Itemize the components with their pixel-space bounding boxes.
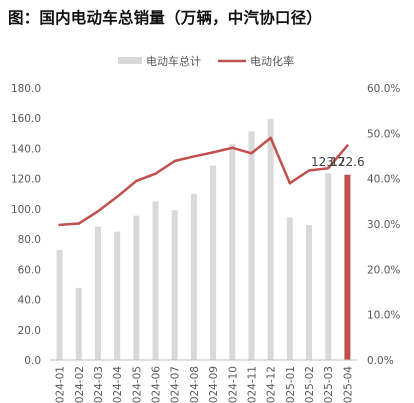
bar-series (56, 118, 351, 360)
rate-point-024-12 (269, 136, 272, 140)
x-tick-label-024-04: 024-04 (112, 366, 124, 403)
bar-024-09 (210, 165, 217, 360)
bar-024-07 (171, 210, 178, 360)
bar-024-01 (56, 249, 63, 360)
x-tick-label-025-04: 025-04 (342, 366, 354, 403)
x-tick-label-024-05: 024-05 (131, 366, 143, 403)
x-tick-label-024-02: 024-02 (74, 366, 86, 403)
bar-024-05 (133, 215, 140, 360)
y-right-tick-10.0%: 10.0% (367, 310, 400, 322)
y-left-tick-0.0: 0.0 (24, 355, 41, 367)
rate-point-024-08 (192, 155, 196, 158)
legend: 电动车总计 电动化率 (118, 54, 294, 68)
x-tick-label-025-01: 025-01 (285, 366, 297, 403)
x-tick-label-024-07: 024-07 (170, 366, 182, 403)
legend-label-total-sales: 电动车总计 (146, 54, 201, 68)
x-tick-label-024-08: 024-08 (189, 366, 201, 403)
x-tick-label-025-03: 025-03 (323, 366, 335, 403)
rate-point-025-04 (346, 144, 349, 147)
data-label-025-04: 122.6 (330, 155, 364, 169)
y-left-tick-20.0: 20.0 (18, 325, 41, 337)
rate-point-024-10 (231, 146, 234, 150)
y-right-tick-30.0%: 30.0% (367, 219, 400, 231)
bar-025-04 (344, 174, 351, 360)
y-axis-left: 0.0 20.0 40.0 60.0 80.0 100.0 120.0 140.0 160.0 1… (11, 83, 41, 367)
bar-025-02 (306, 225, 313, 360)
rate-point-024-07 (173, 159, 176, 163)
bar-024-06 (152, 201, 159, 360)
electrification-rate-line (58, 136, 349, 227)
x-tick-label-024-03: 024-03 (93, 366, 105, 403)
rate-point-024-09 (211, 151, 215, 154)
rate-point-024-02 (77, 222, 80, 225)
x-tick-label-024-06: 024-06 (151, 366, 163, 403)
bar-024-02 (75, 287, 82, 360)
x-tick-label-024-10: 024-10 (227, 366, 239, 403)
y-right-tick-20.0%: 20.0% (367, 264, 400, 276)
y-right-tick-40.0%: 40.0% (367, 174, 400, 186)
y-left-tick-120.0: 120.0 (11, 174, 41, 186)
bar-024-08 (190, 193, 197, 360)
line-series (58, 136, 349, 227)
rate-point-024-01 (58, 223, 61, 227)
rate-point-024-05 (135, 179, 138, 183)
rate-point-024-03 (96, 210, 100, 213)
bar-024-04 (114, 231, 121, 360)
rate-point-024-11 (250, 152, 253, 155)
bar-025-03 (325, 173, 332, 360)
chart-title: 图：国内电动车总销量（万辆，中汽协口径） (8, 9, 323, 27)
x-axis: 024-01 024-02 024-03 024-04 024-05 024-06 024-… (50, 359, 357, 403)
y-left-tick-140.0: 140.0 (11, 143, 41, 155)
data-label-025-03: 123.7 (311, 155, 345, 169)
y-axis-right: 0.0% 10.0% 20.0% 30.0% 40.0% 50.0% 60.0% (367, 83, 400, 367)
x-tick-label-024-01: 024-01 (55, 366, 67, 403)
legend-label-electrification-rate: 电动化率 (250, 54, 294, 68)
rate-point-025-02 (307, 169, 311, 172)
rate-point-025-01 (288, 182, 292, 185)
y-right-tick-60.0%: 60.0% (367, 83, 400, 95)
bar-024-11 (248, 131, 255, 360)
y-left-tick-60.0: 60.0 (18, 264, 41, 276)
y-right-tick-50.0%: 50.0% (367, 128, 400, 140)
rate-point-024-04 (115, 195, 119, 198)
bar-024-12 (267, 118, 274, 360)
y-left-tick-40.0: 40.0 (18, 295, 41, 307)
x-tick-label-024-09: 024-09 (208, 366, 220, 403)
bar-025-01 (286, 217, 293, 360)
y-left-tick-180.0: 180.0 (11, 83, 41, 95)
y-left-tick-160.0: 160.0 (11, 113, 41, 125)
bar-024-03 (94, 226, 101, 360)
rate-point-024-06 (154, 172, 157, 175)
x-tick-label-024-11: 024-11 (246, 366, 258, 403)
y-right-tick-0.0%: 0.0% (367, 355, 394, 367)
x-tick-label-024-12: 024-12 (266, 366, 278, 403)
bar-024-10 (229, 143, 236, 360)
y-left-tick-80.0: 80.0 (18, 234, 41, 246)
legend-bar-swatch (118, 57, 142, 64)
rate-point-025-03 (327, 167, 330, 170)
x-tick-label-025-02: 025-02 (304, 366, 316, 403)
y-left-tick-100.0: 100.0 (11, 204, 41, 216)
